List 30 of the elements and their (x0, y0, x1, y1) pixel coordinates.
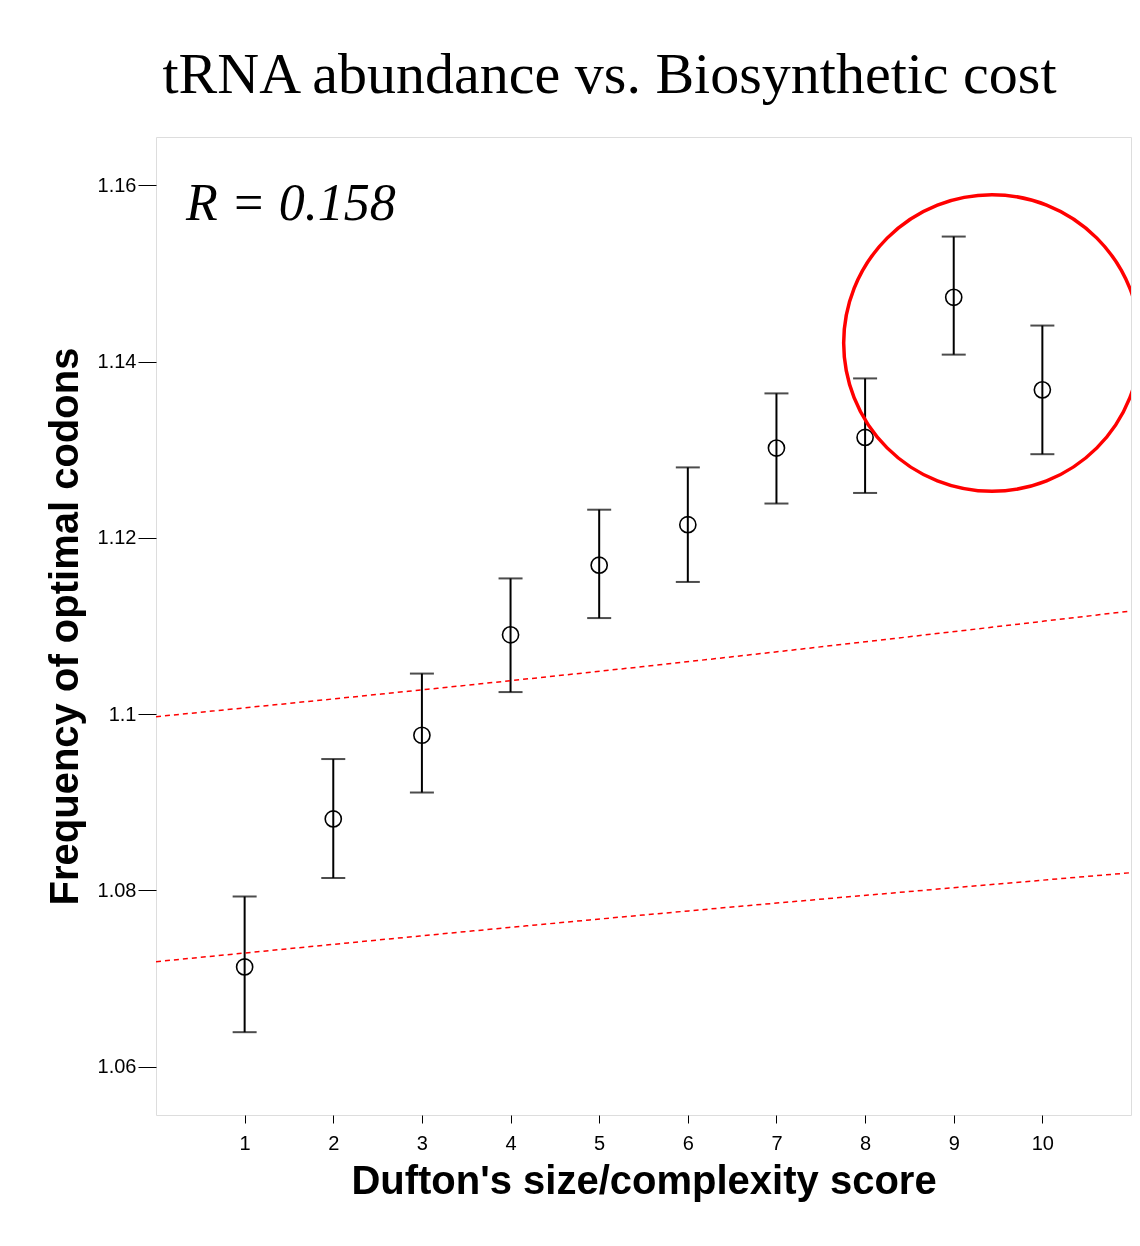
y-tick-label: 1.1 (108, 702, 137, 725)
point (413, 726, 431, 745)
x-tick-label: 6 (682, 1131, 694, 1154)
x-tick-label: 7 (771, 1131, 783, 1154)
x-tick-label: 2 (328, 1131, 340, 1154)
y-tick-label: 1.06 (97, 1055, 137, 1078)
point (678, 515, 697, 534)
x-axis-title: Dufton's size/complexity score (351, 1157, 937, 1202)
y-tick-label: 1.12 (97, 526, 137, 549)
chart-title: tRNA abundance vs. Biosynthetic cost (162, 41, 1057, 106)
point (1033, 381, 1052, 399)
y-tick-label: 1.08 (97, 878, 137, 901)
y-tick-label: 1.16 (97, 173, 137, 196)
annotation: R = 0.158 (185, 174, 396, 231)
point (767, 439, 786, 457)
point (590, 556, 609, 575)
point (235, 958, 254, 976)
point (944, 288, 963, 307)
y-tick-label: 1.14 (97, 350, 137, 373)
point (324, 810, 343, 828)
x-tick-label: 8 (860, 1131, 872, 1154)
point (501, 625, 520, 644)
x-tick-label: 4 (505, 1131, 517, 1154)
x-tick-label: 1 (239, 1131, 251, 1154)
x-tick-label: 9 (948, 1131, 960, 1154)
x-tick-label: 5 (594, 1131, 606, 1154)
x-tick-label: 10 (1031, 1131, 1054, 1154)
x-tick-label: 3 (416, 1131, 428, 1154)
point (856, 428, 874, 447)
y-axis-title: Frequency of optimal codons (41, 347, 86, 906)
